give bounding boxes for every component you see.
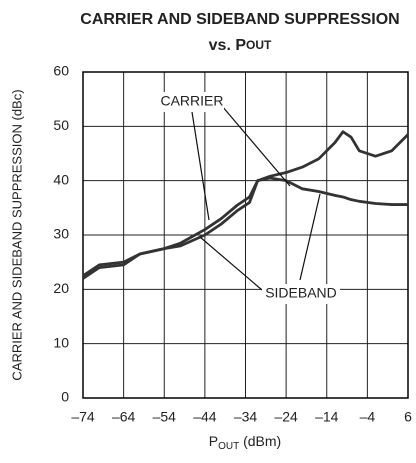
y-tick-label: 30 bbox=[53, 226, 69, 242]
x-label-p: P bbox=[209, 433, 218, 449]
x-tick-label: –64 bbox=[112, 409, 136, 425]
annotation: CARRIER bbox=[160, 93, 223, 109]
x-axis-label: POUT (dBm) bbox=[209, 433, 281, 452]
y-axis-label: CARRIER AND SIDEBAND SUPPRESSION (dBc) bbox=[9, 89, 24, 380]
x-tick-label: –54 bbox=[153, 409, 177, 425]
arrow bbox=[191, 111, 210, 221]
x-tick-label: –4 bbox=[360, 409, 376, 425]
plot-frame bbox=[82, 71, 409, 399]
y-tick-label: 50 bbox=[53, 117, 69, 133]
x-tick-label: –44 bbox=[193, 409, 217, 425]
x-tick-label: –24 bbox=[274, 409, 298, 425]
arrow bbox=[221, 105, 291, 187]
plot-area: 0 10 20 30 40 50 60 –74 –64 –54 –44 –34 –24 –14 –4 6 bbox=[53, 63, 412, 425]
series-line bbox=[82, 176, 408, 280]
chart-subtitle: vs. POUT bbox=[209, 37, 272, 54]
annotation: SIDEBAND bbox=[265, 285, 337, 301]
x-tick-label: –14 bbox=[315, 409, 339, 425]
arrow bbox=[299, 193, 321, 281]
x-tick-label: –74 bbox=[71, 409, 95, 425]
annotation-bg bbox=[262, 284, 340, 304]
x-label-unit: (dBm) bbox=[239, 433, 281, 449]
x-tick-label: 6 bbox=[404, 409, 412, 425]
annotation-bg bbox=[160, 92, 224, 112]
arrow bbox=[199, 236, 263, 291]
y-tick-label: 10 bbox=[53, 334, 69, 350]
annotation-arrows bbox=[191, 105, 321, 291]
chart-title: CARRIER AND SIDEBAND SUPPRESSION bbox=[80, 11, 399, 28]
subtitle-sub: OUT bbox=[246, 38, 272, 52]
y-tick-label: 60 bbox=[53, 63, 69, 79]
x-label-sub: OUT bbox=[218, 441, 239, 452]
subtitle-text: vs. P bbox=[209, 37, 247, 54]
y-tick-label: 40 bbox=[53, 171, 69, 187]
x-tick-label: –34 bbox=[234, 409, 258, 425]
y-tick-label: 0 bbox=[61, 389, 69, 405]
y-tick-label: 20 bbox=[53, 280, 69, 296]
